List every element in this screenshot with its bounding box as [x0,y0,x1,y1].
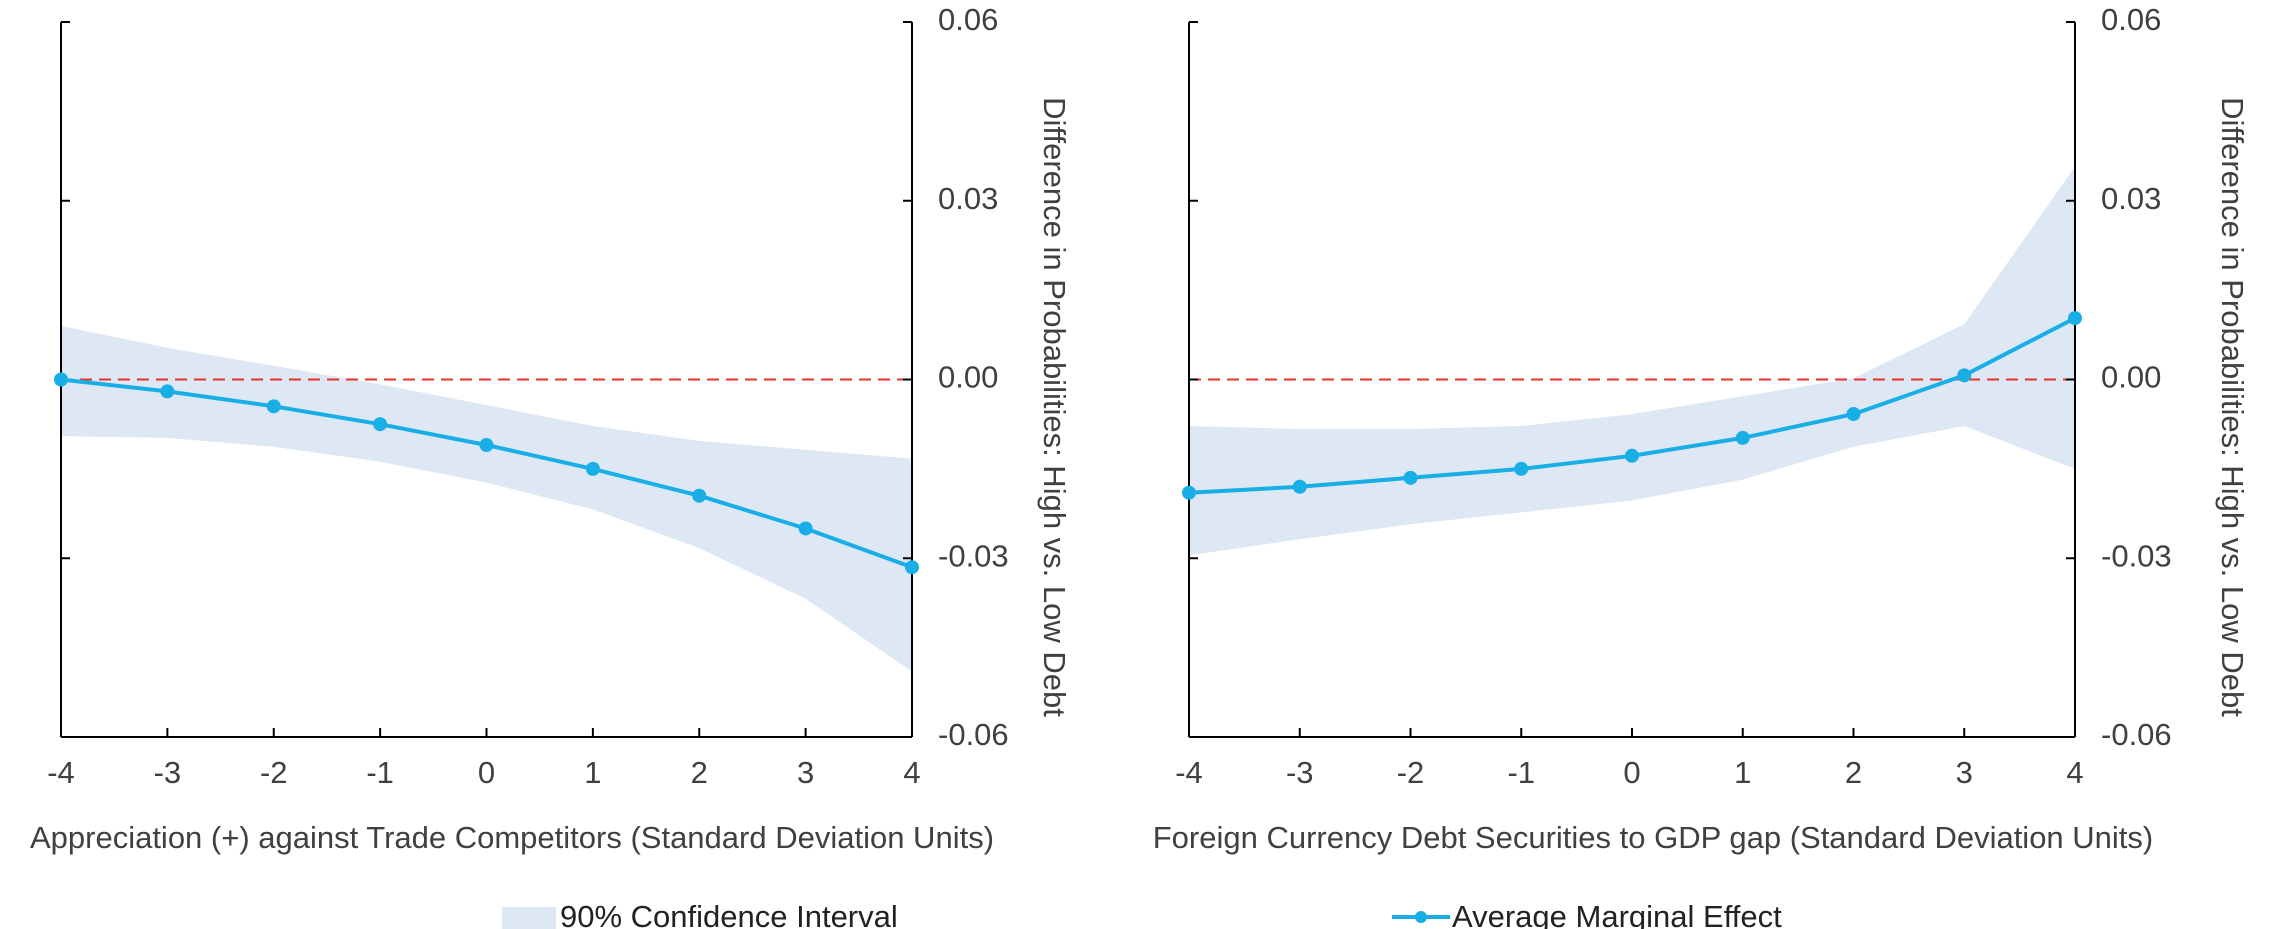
left-y-tick-label: 0.06 [938,2,998,37]
left-x-tick-label: 2 [691,755,708,790]
left-y-tick-label: 0.00 [938,360,998,395]
left-marginal-effect-point [692,488,707,503]
legend-line-label: Average Marginal Effect [1452,899,1782,929]
right-confidence-band [1189,166,2075,556]
legend-band-swatch [502,907,556,929]
right-marginal-effect-point [1846,407,1861,422]
right-x-tick-label: 0 [1623,755,1640,790]
legend-line-marker [1415,911,1427,923]
left-x-axis-label: Appreciation (+) against Trade Competito… [30,820,994,855]
right-marginal-effect-point [1182,485,1196,500]
right-y-tick-label: -0.06 [2101,717,2172,752]
left-marginal-effect-point [54,372,68,387]
right-x-tick-label: -4 [1175,755,1203,790]
left-x-tick-label: 0 [478,755,495,790]
left-marginal-effect-point [266,399,281,414]
right-marginal-effect-point [1625,448,1639,463]
right-y-tick-label: 0.00 [2101,360,2161,395]
left-marginal-effect-point [798,521,813,536]
left-confidence-band [61,325,912,672]
right-marginal-effect-point [1403,470,1418,485]
left-marginal-effect-point [373,417,388,432]
right-x-tick-label: 2 [1845,755,1862,790]
left-marginal-effect-point [479,438,494,453]
left-y-tick-label: -0.06 [938,717,1009,752]
right-x-axis-label: Foreign Currency Debt Securities to GDP … [1153,820,2154,855]
left-marginal-effect-point [905,560,919,575]
legend-band-label: 90% Confidence Interval [560,899,898,929]
left-x-tick-label: -3 [154,755,182,790]
right-x-tick-label: -1 [1507,755,1535,790]
right-y-axis-label: Difference in Probabilities: High vs. Lo… [2215,97,2250,717]
right-marginal-effect-point [1957,368,1972,383]
legend: 90% Confidence Interval Average Marginal… [502,899,1782,929]
right-chart-panel: -4 -3 -2 -1 0 1 2 3 4 0.06 0.03 0.00 -0.03 -0.06 For… [1153,2,2250,855]
right-y-tick-label: 0.03 [2101,181,2161,216]
right-y-tick-label: 0.06 [2101,2,2161,37]
right-y-tick-label: -0.03 [2101,538,2172,573]
right-x-tick-label: 4 [2066,755,2083,790]
left-marginal-effect-point [160,384,175,399]
right-x-tick-label: -2 [1397,755,1425,790]
right-x-tick-label: -3 [1286,755,1314,790]
right-x-tick-label: 1 [1734,755,1751,790]
left-chart-panel: -4 -3 -2 -1 0 1 2 3 4 0.06 0.03 0.00 -0.03 -0.06 App… [30,2,1072,855]
right-marginal-effect-point [1514,461,1529,476]
left-x-tick-label: -2 [260,755,288,790]
left-x-tick-label: -4 [47,755,75,790]
left-x-tick-label: 1 [584,755,601,790]
left-x-tick-label: -1 [366,755,394,790]
right-marginal-effect-point [1292,479,1307,494]
left-x-tick-label: 3 [797,755,814,790]
left-y-tick-label: -0.03 [938,538,1009,573]
left-x-tick-label: 4 [903,755,920,790]
left-marginal-effect-point [585,461,600,476]
left-y-axis-label: Difference in Probabilities: High vs. Lo… [1037,97,1072,717]
left-y-tick-label: 0.03 [938,181,998,216]
right-marginal-effect-point [2068,311,2082,326]
right-x-tick-label: 3 [1956,755,1973,790]
right-marginal-effect-point [1735,430,1750,445]
